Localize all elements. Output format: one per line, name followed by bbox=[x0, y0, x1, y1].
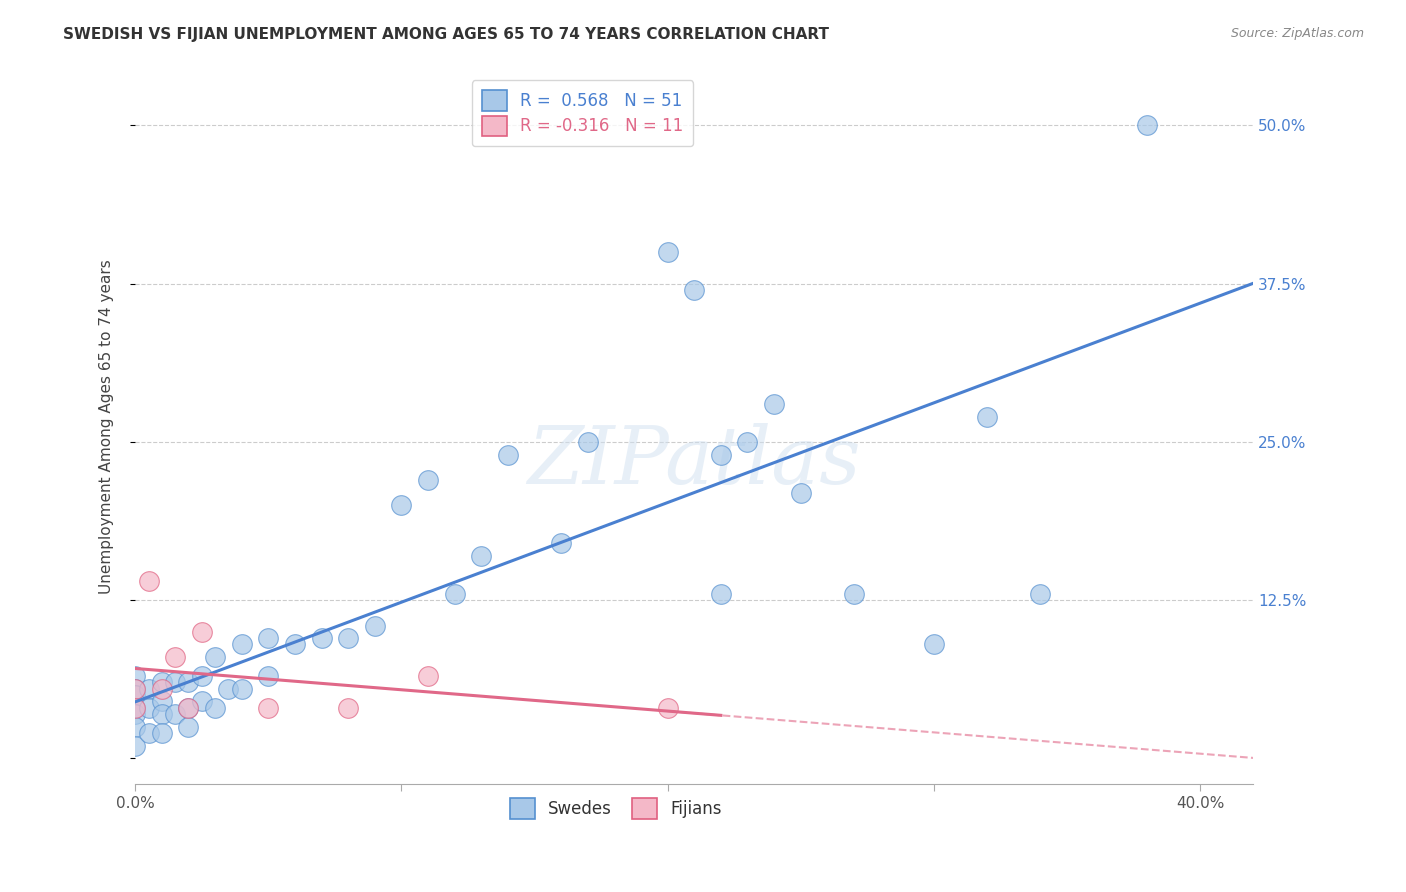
Point bbox=[150, 675, 173, 690]
Point bbox=[124, 681, 146, 696]
Point bbox=[790, 485, 813, 500]
Point bbox=[150, 707, 173, 722]
Point bbox=[922, 638, 945, 652]
Point bbox=[165, 650, 187, 665]
Point bbox=[364, 618, 387, 632]
Point bbox=[657, 700, 679, 714]
Point bbox=[257, 669, 280, 683]
Legend: Swedes, Fijians: Swedes, Fijians bbox=[503, 792, 728, 825]
Point bbox=[257, 700, 280, 714]
Point bbox=[257, 631, 280, 645]
Point bbox=[416, 669, 439, 683]
Point bbox=[284, 638, 307, 652]
Point bbox=[190, 624, 212, 639]
Text: Source: ZipAtlas.com: Source: ZipAtlas.com bbox=[1230, 27, 1364, 40]
Point bbox=[1029, 587, 1052, 601]
Point bbox=[124, 700, 146, 714]
Point bbox=[138, 700, 160, 714]
Point bbox=[150, 681, 173, 696]
Point bbox=[124, 669, 146, 683]
Point bbox=[976, 409, 998, 424]
Point bbox=[710, 448, 733, 462]
Point bbox=[124, 720, 146, 734]
Point bbox=[138, 681, 160, 696]
Point bbox=[470, 549, 492, 563]
Point bbox=[204, 700, 226, 714]
Point bbox=[165, 675, 187, 690]
Point bbox=[443, 587, 465, 601]
Point bbox=[496, 448, 519, 462]
Point bbox=[150, 694, 173, 708]
Point bbox=[737, 434, 759, 449]
Point bbox=[337, 631, 360, 645]
Text: ZIPatlas: ZIPatlas bbox=[527, 423, 860, 500]
Point bbox=[550, 536, 572, 550]
Point bbox=[177, 720, 200, 734]
Y-axis label: Unemployment Among Ages 65 to 74 years: Unemployment Among Ages 65 to 74 years bbox=[100, 259, 114, 593]
Point bbox=[124, 707, 146, 722]
Point bbox=[1136, 119, 1159, 133]
Point bbox=[124, 681, 146, 696]
Point bbox=[231, 638, 253, 652]
Point bbox=[124, 739, 146, 753]
Point bbox=[138, 726, 160, 740]
Point bbox=[842, 587, 865, 601]
Point bbox=[683, 283, 706, 297]
Point bbox=[657, 245, 679, 260]
Point bbox=[165, 707, 187, 722]
Point bbox=[177, 700, 200, 714]
Point bbox=[177, 675, 200, 690]
Point bbox=[190, 694, 212, 708]
Point bbox=[138, 574, 160, 589]
Point bbox=[231, 681, 253, 696]
Point bbox=[389, 498, 412, 512]
Text: SWEDISH VS FIJIAN UNEMPLOYMENT AMONG AGES 65 TO 74 YEARS CORRELATION CHART: SWEDISH VS FIJIAN UNEMPLOYMENT AMONG AGE… bbox=[63, 27, 830, 42]
Point bbox=[204, 650, 226, 665]
Point bbox=[124, 700, 146, 714]
Point bbox=[124, 688, 146, 702]
Point bbox=[763, 397, 786, 411]
Point bbox=[337, 700, 360, 714]
Point bbox=[150, 726, 173, 740]
Point bbox=[576, 434, 599, 449]
Point bbox=[710, 587, 733, 601]
Point bbox=[217, 681, 239, 696]
Point bbox=[416, 473, 439, 487]
Point bbox=[190, 669, 212, 683]
Point bbox=[311, 631, 333, 645]
Point bbox=[177, 700, 200, 714]
